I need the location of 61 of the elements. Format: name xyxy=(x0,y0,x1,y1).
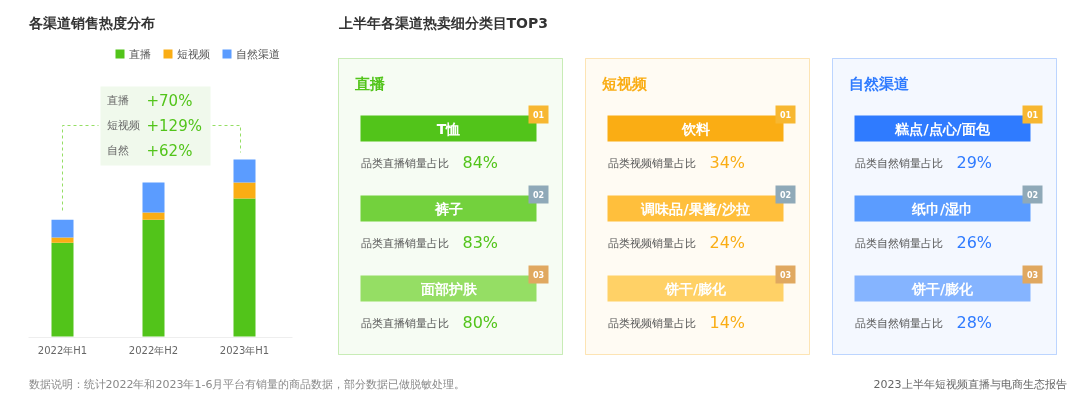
legend-label: 自然渠道 xyxy=(235,48,280,61)
text: 品类视频销量占比 xyxy=(607,317,696,330)
text: 自然 +62% xyxy=(106,141,193,160)
x-tick-label: 2022年H2 xyxy=(128,345,179,356)
text: 品类自然销量占比 xyxy=(854,157,943,170)
text: 2023上半年短视频直播与电商生态报告 xyxy=(873,378,1067,391)
text: 品类视频销量占比 xyxy=(607,157,696,170)
text: 品类视频销量占比 xyxy=(607,237,696,250)
category-label: T恤 xyxy=(436,120,461,137)
text: 29% xyxy=(956,153,993,172)
text: 品类自然销量占比 xyxy=(854,317,943,330)
category-label: 调味品/果酱/沙拉 xyxy=(640,200,750,217)
category-label: 裤子 xyxy=(433,200,463,217)
bar xyxy=(233,198,256,337)
bar xyxy=(142,182,165,213)
bar xyxy=(51,237,74,243)
bar xyxy=(233,182,256,199)
bar xyxy=(142,219,165,337)
text: 直播 +70% xyxy=(106,91,193,110)
text: 品类直播销量占比 xyxy=(360,237,449,250)
category-label: 面部护肤 xyxy=(419,280,478,297)
text: 上半年各渠道热卖细分类目TOP3 xyxy=(337,14,548,31)
text: 83% xyxy=(462,233,499,252)
text: 02 xyxy=(779,191,792,200)
text: 直播 xyxy=(353,74,386,93)
text: 品类自然销量占比 xyxy=(854,237,943,250)
category-label: 饮料 xyxy=(680,120,710,137)
text: 03 xyxy=(532,271,545,280)
text: 80% xyxy=(462,313,499,332)
bar xyxy=(233,159,256,183)
bar xyxy=(51,219,74,238)
x-tick-label: 2022年H1 xyxy=(37,345,88,356)
text: 数据说明：统计2022年和2023年1-6月平台有销量的商品数据，部分数据已做脱敏处理。 xyxy=(28,378,466,391)
category-label: 饼干/膨化 xyxy=(663,280,728,297)
x-tick-label: 2023年H1 xyxy=(219,345,270,356)
legend-label: 直播 xyxy=(128,48,151,61)
text: 03 xyxy=(779,271,792,280)
text: 03 xyxy=(1026,271,1039,280)
text: 01 xyxy=(779,111,792,120)
text: 34% xyxy=(709,153,746,172)
text: 短视频 +129% xyxy=(106,116,202,135)
text: 02 xyxy=(532,191,545,200)
text: 28% xyxy=(956,313,993,332)
text: 短视频 xyxy=(600,74,648,93)
text: 自然渠道 xyxy=(848,74,910,93)
text: 01 xyxy=(1026,111,1039,120)
text: 14% xyxy=(709,313,746,332)
text: 02 xyxy=(1026,191,1039,200)
chart-title: 各渠道销售热度分布 xyxy=(27,14,155,31)
bar xyxy=(51,242,74,337)
text: 品类直播销量占比 xyxy=(360,157,449,170)
text: 01 xyxy=(532,111,545,120)
text: 24% xyxy=(709,233,746,252)
legend-label: 短视频 xyxy=(176,48,210,61)
bar xyxy=(142,212,165,220)
text: 84% xyxy=(462,153,499,172)
text: 26% xyxy=(956,233,993,252)
text: 品类直播销量占比 xyxy=(360,317,449,330)
category-label: 纸巾/湿巾 xyxy=(910,200,974,217)
category-label: 饼干/膨化 xyxy=(910,280,975,297)
category-label: 糕点/点心/面包 xyxy=(894,120,991,137)
